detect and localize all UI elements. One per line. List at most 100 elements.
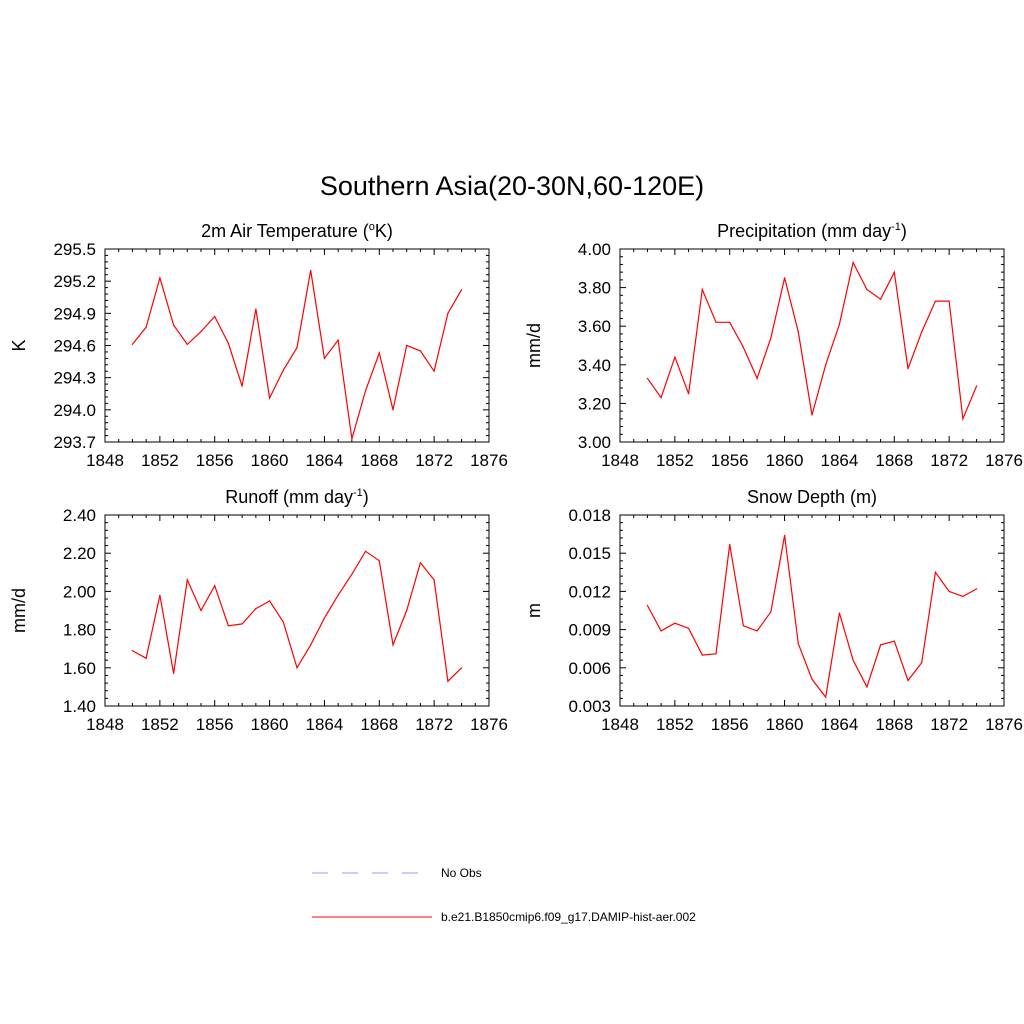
- y-axis-label: m: [524, 603, 544, 618]
- series-line: [131, 270, 463, 439]
- data-point: [688, 627, 690, 629]
- data-point: [351, 438, 353, 440]
- data-point: [447, 680, 449, 682]
- panel-3: Runoff (mm day-1) mm/d 1848 1852 1856 1860 186…: [9, 487, 508, 734]
- data-point: [406, 609, 408, 612]
- x-tick-label: 1856: [711, 715, 749, 734]
- data-point: [742, 625, 745, 627]
- x-tick-label: 1860: [766, 451, 804, 470]
- x-tick-label: 1852: [656, 715, 694, 734]
- data-point: [365, 550, 367, 552]
- data-point: [241, 385, 243, 387]
- panel-title-main: 2m Air Temperature (: [201, 221, 369, 241]
- y-tick-label: 294.6: [53, 337, 96, 356]
- data-point: [447, 312, 449, 314]
- data-point: [323, 617, 325, 619]
- data-point: [282, 369, 284, 371]
- y-tick-label: 0.018: [568, 506, 611, 525]
- data-point: [214, 585, 216, 587]
- data-point: [852, 261, 854, 264]
- data-point: [406, 344, 408, 347]
- x-tick-label: 1848: [601, 451, 639, 470]
- panel-title-superscript: o: [369, 221, 375, 233]
- panels: 2m Air Temperature (oK) K 1848 1852 1856 1860…: [9, 221, 1023, 734]
- data-point: [351, 573, 353, 575]
- x-tick-label: 1848: [86, 715, 124, 734]
- x-tick-label: 1864: [821, 451, 859, 470]
- data-point: [729, 321, 731, 323]
- x-tick-label: 1860: [251, 451, 289, 470]
- data-point: [461, 667, 463, 669]
- x-tick-label: 1864: [821, 715, 859, 734]
- data-point: [255, 608, 257, 610]
- panel-title-superscript: -1: [891, 221, 901, 233]
- y-tick-label: 4.00: [578, 240, 611, 259]
- y-tick-label: 294.0: [53, 401, 96, 420]
- data-point: [852, 659, 854, 661]
- data-point: [784, 277, 786, 279]
- data-point: [770, 337, 772, 339]
- data-point: [173, 324, 175, 326]
- data-point: [921, 331, 923, 333]
- data-point: [784, 534, 786, 537]
- data-point: [893, 271, 895, 273]
- data-point: [646, 377, 649, 379]
- data-point: [880, 644, 882, 646]
- data-point: [173, 672, 175, 675]
- panel-title: Runoff (mm day-1): [225, 487, 369, 507]
- data-point: [715, 653, 717, 655]
- data-point: [976, 385, 978, 387]
- data-point: [378, 560, 380, 562]
- data-point: [701, 288, 703, 291]
- x-tick-label: 1876: [470, 715, 508, 734]
- data-point: [770, 611, 772, 613]
- data-point: [948, 300, 950, 302]
- y-tick-label: 2.00: [63, 582, 96, 601]
- data-point: [227, 625, 229, 627]
- x-tick-label: 1872: [930, 451, 968, 470]
- data-point: [729, 543, 731, 545]
- panel-title: 2m Air Temperature (oK): [201, 221, 393, 241]
- data-point: [825, 696, 827, 698]
- x-tick-label: 1872: [415, 451, 453, 470]
- data-point: [461, 289, 463, 291]
- y-axis-label: mm/d: [524, 323, 544, 368]
- series-line: [646, 260, 978, 422]
- x-tick-label: 1860: [766, 715, 804, 734]
- data-point: [255, 308, 257, 310]
- data-point: [838, 323, 841, 325]
- data-point: [214, 315, 216, 318]
- series-line: [646, 535, 977, 699]
- data-point: [131, 650, 133, 652]
- x-tick-label: 1876: [470, 451, 508, 470]
- data-point: [310, 644, 312, 646]
- x-tick-label: 1868: [360, 451, 398, 470]
- data-point: [269, 600, 271, 602]
- data-point: [145, 657, 147, 659]
- data-point: [186, 343, 188, 345]
- data-point: [674, 622, 676, 624]
- y-tick-label: 295.5: [53, 240, 96, 259]
- data-point: [756, 377, 758, 379]
- data-point: [186, 579, 188, 581]
- y-tick-label: 294.3: [53, 369, 96, 388]
- data-point: [962, 595, 964, 598]
- data-point: [866, 686, 868, 688]
- y-tick-label: 0.009: [568, 621, 611, 640]
- legend: No Obs b.e21.B1850cmip6.f09_g17.DAMIP-his…: [312, 866, 696, 924]
- data-point: [674, 356, 676, 358]
- data-point: [756, 630, 758, 632]
- y-tick-label: 295.2: [53, 272, 96, 291]
- data-point: [365, 389, 367, 392]
- data-point: [419, 350, 421, 352]
- y-tick-label: 0.003: [568, 697, 611, 716]
- data-point: [934, 571, 937, 573]
- x-tick-label: 1852: [141, 451, 179, 470]
- data-point: [660, 630, 662, 632]
- panel-title-main: Precipitation (mm day: [717, 221, 891, 241]
- data-point: [660, 397, 662, 399]
- data-point: [337, 339, 339, 341]
- data-point: [825, 364, 827, 366]
- data-point: [688, 393, 690, 395]
